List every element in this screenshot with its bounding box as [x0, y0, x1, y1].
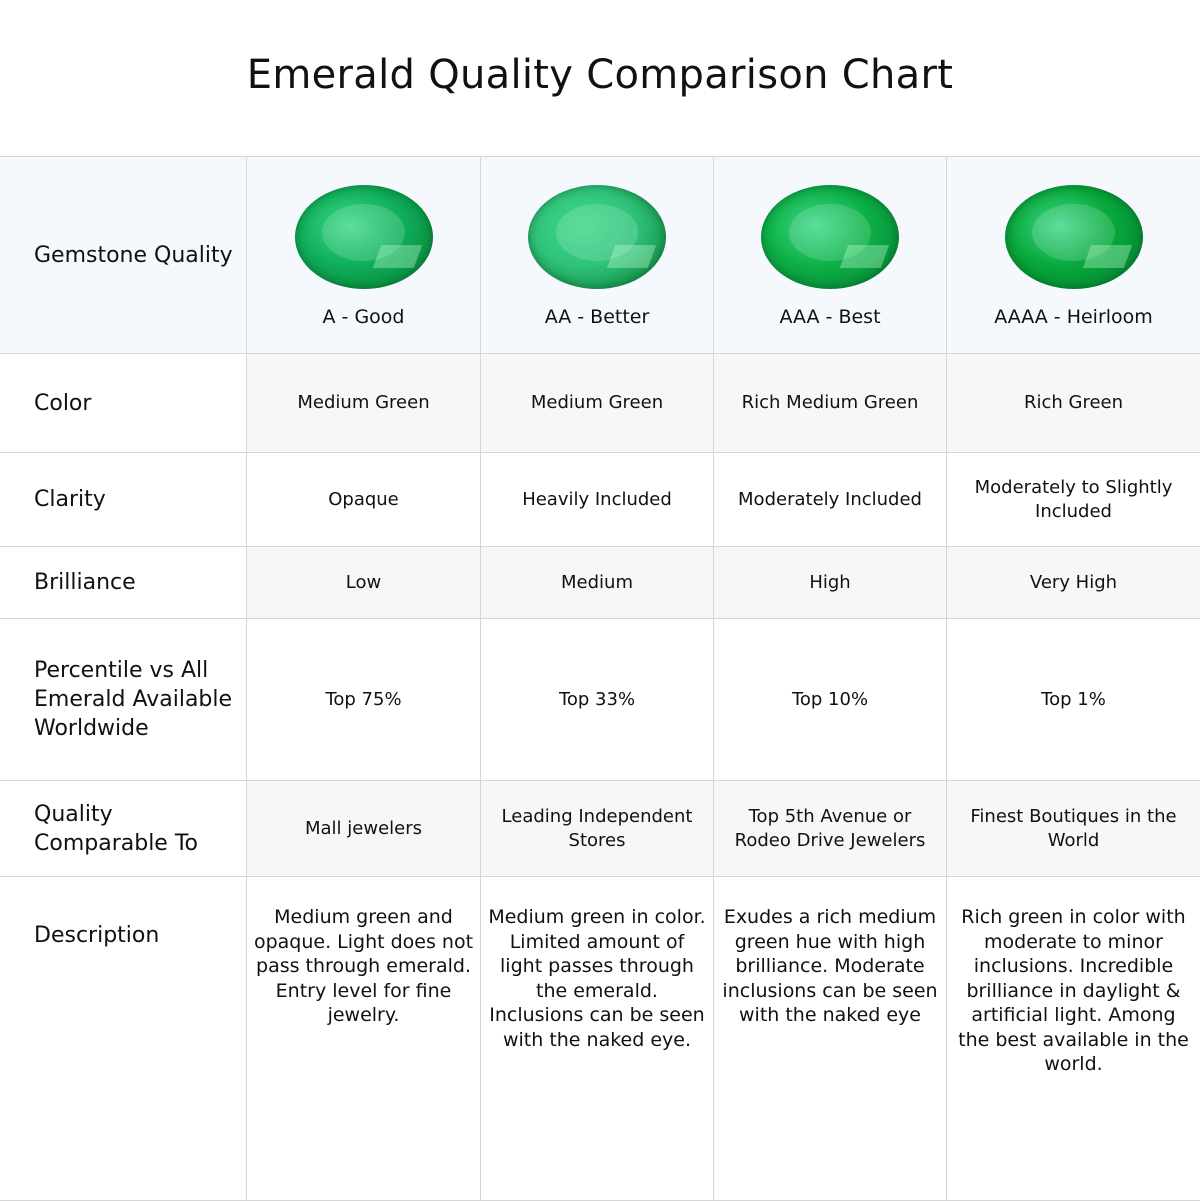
table-cell: Exudes a rich medium green hue with high…	[714, 877, 947, 1201]
table-cell: Moderately Included	[714, 453, 947, 547]
table-cell: Rich Medium Green	[714, 354, 947, 453]
comparison-table: Gemstone Quality A - Good AA - Better AAA …	[0, 156, 1200, 1201]
grade-label: AAAA - Heirloom	[994, 306, 1153, 328]
row-label: Brilliance	[0, 547, 247, 619]
table-cell: Medium Green	[481, 354, 714, 453]
row-label: Clarity	[0, 453, 247, 547]
table-cell: Top 10%	[714, 619, 947, 781]
gem-facet	[839, 245, 890, 269]
table-cell: Heavily Included	[481, 453, 714, 547]
row-label: Quality Comparable To	[0, 781, 247, 877]
table-cell: Rich green in color with moderate to min…	[947, 877, 1200, 1201]
gem-facet	[606, 245, 657, 269]
gem-facet	[322, 203, 405, 261]
grade-label: AA - Better	[544, 306, 650, 328]
grade-header-cell: A - Good	[247, 157, 481, 354]
table-cell: Rich Green	[947, 354, 1200, 453]
table-cell: Medium	[481, 547, 714, 619]
gem-facet	[373, 245, 423, 269]
row-label: Color	[0, 354, 247, 453]
gem-facet	[1032, 203, 1115, 261]
table-cell: Top 5th Avenue or Rodeo Drive Jewelers	[714, 781, 947, 877]
table-cell: Low	[247, 547, 481, 619]
gem-facet	[555, 203, 639, 261]
table-cell: Leading Independent Stores	[481, 781, 714, 877]
table-cell: Moderately to Slightly Included	[947, 453, 1200, 547]
emerald-gem-image	[1004, 185, 1143, 289]
emerald-gem-image	[294, 185, 433, 289]
row-label-gemstone-quality: Gemstone Quality	[0, 157, 247, 354]
table-cell: Mall jewelers	[247, 781, 481, 877]
grade-label: AAA - Best	[779, 306, 881, 328]
table-cell: Medium Green	[247, 354, 481, 453]
grade-header-cell: AAA - Best	[714, 157, 947, 354]
page-title: Emerald Quality Comparison Chart	[246, 52, 954, 98]
row-label: Description	[0, 877, 247, 1201]
table-cell: Medium green and opaque. Light does not …	[247, 877, 481, 1201]
table-cell: High	[714, 547, 947, 619]
grade-label: A - Good	[322, 306, 405, 328]
table-cell: Finest Boutiques in the World	[947, 781, 1200, 877]
row-label: Percentile vs All Emerald Available Worl…	[0, 619, 247, 781]
gem-facet	[788, 203, 872, 261]
table-cell: Opaque	[247, 453, 481, 547]
table-cell: Very High	[947, 547, 1200, 619]
emerald-gem-image	[761, 185, 899, 289]
table-cell: Top 33%	[481, 619, 714, 781]
grade-header-cell: AAAA - Heirloom	[947, 157, 1200, 354]
table-cell: Top 1%	[947, 619, 1200, 781]
table-cell: Top 75%	[247, 619, 481, 781]
gem-facet	[1083, 245, 1133, 269]
emerald-gem-image	[528, 185, 666, 289]
grade-header-cell: AA - Better	[481, 157, 714, 354]
table-cell: Medium green in color. Limited amount of…	[481, 877, 714, 1201]
